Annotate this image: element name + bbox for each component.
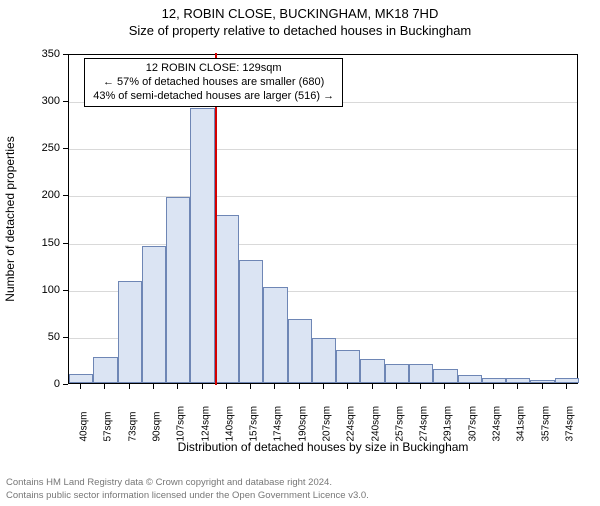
annotation-line: 12 ROBIN CLOSE: 129sqm <box>93 62 334 76</box>
y-tick-label: 200 <box>30 189 60 201</box>
x-tick-label: 374sqm <box>564 398 575 442</box>
grid-line <box>69 244 577 245</box>
x-tick-label: 40sqm <box>79 398 90 442</box>
y-tick-label: 100 <box>30 284 60 296</box>
x-tick-mark <box>80 384 81 389</box>
x-tick-label: 207sqm <box>322 398 333 442</box>
x-tick-label: 341sqm <box>516 398 527 442</box>
x-tick-label: 174sqm <box>273 398 284 442</box>
x-tick-mark <box>274 384 275 389</box>
histogram-bar <box>458 375 482 383</box>
x-tick-mark <box>566 384 567 389</box>
y-tick-mark <box>63 195 68 196</box>
y-tick-label: 350 <box>30 48 60 60</box>
x-tick-mark <box>396 384 397 389</box>
annotation-line: ← 57% of detached houses are smaller (68… <box>93 76 334 90</box>
annotation-box: 12 ROBIN CLOSE: 129sqm← 57% of detached … <box>84 58 343 107</box>
x-tick-mark <box>202 384 203 389</box>
histogram-bar <box>190 108 214 383</box>
histogram-bar <box>288 319 312 383</box>
x-tick-label: 124sqm <box>200 398 211 442</box>
histogram-bar <box>142 246 166 383</box>
histogram-bar <box>530 380 554 383</box>
x-tick-mark <box>226 384 227 389</box>
histogram-bar <box>482 378 506 383</box>
y-tick-mark <box>63 101 68 102</box>
x-tick-mark <box>347 384 348 389</box>
y-tick-label: 300 <box>30 95 60 107</box>
histogram-bar <box>409 364 433 383</box>
histogram-bar <box>336 350 360 383</box>
x-tick-label: 291sqm <box>443 398 454 442</box>
x-tick-label: 307sqm <box>467 398 478 442</box>
histogram-bar <box>360 359 384 383</box>
histogram-bar <box>263 287 287 383</box>
annotation-line: 43% of semi-detached houses are larger (… <box>93 90 334 104</box>
x-tick-label: 274sqm <box>419 398 430 442</box>
x-tick-mark <box>517 384 518 389</box>
x-tick-label: 157sqm <box>249 398 260 442</box>
x-tick-label: 57sqm <box>103 398 114 442</box>
histogram-bar <box>385 364 409 383</box>
x-tick-mark <box>372 384 373 389</box>
x-tick-label: 140sqm <box>224 398 235 442</box>
x-tick-label: 240sqm <box>370 398 381 442</box>
histogram-bar <box>312 338 336 383</box>
x-tick-mark <box>469 384 470 389</box>
y-tick-mark <box>63 337 68 338</box>
y-tick-mark <box>63 243 68 244</box>
histogram-bar <box>118 281 142 383</box>
y-tick-label: 50 <box>30 331 60 343</box>
grid-line <box>69 149 577 150</box>
histogram-bar <box>506 378 530 383</box>
x-tick-mark <box>493 384 494 389</box>
x-tick-mark <box>299 384 300 389</box>
x-tick-mark <box>153 384 154 389</box>
histogram-bar <box>433 369 457 383</box>
x-tick-mark <box>250 384 251 389</box>
footer-attribution: Contains HM Land Registry data © Crown c… <box>6 477 369 502</box>
histogram-bar <box>555 378 579 383</box>
x-tick-label: 107sqm <box>176 398 187 442</box>
x-tick-mark <box>542 384 543 389</box>
histogram-bar <box>239 260 263 383</box>
x-tick-mark <box>129 384 130 389</box>
y-tick-mark <box>63 290 68 291</box>
grid-line <box>69 196 577 197</box>
x-tick-mark <box>323 384 324 389</box>
page-subtitle: Size of property relative to detached ho… <box>0 23 600 38</box>
x-tick-mark <box>420 384 421 389</box>
histogram-bar <box>69 374 93 383</box>
histogram-bar <box>166 197 190 383</box>
x-tick-label: 190sqm <box>297 398 308 442</box>
x-tick-label: 257sqm <box>394 398 405 442</box>
y-tick-mark <box>63 384 68 385</box>
y-tick-mark <box>63 54 68 55</box>
y-axis-label: Number of detached properties <box>3 136 17 301</box>
x-tick-mark <box>444 384 445 389</box>
x-tick-label: 90sqm <box>152 398 163 442</box>
footer-line-1: Contains HM Land Registry data © Crown c… <box>6 477 369 489</box>
x-tick-mark <box>177 384 178 389</box>
x-tick-label: 224sqm <box>346 398 357 442</box>
x-tick-label: 324sqm <box>492 398 503 442</box>
x-tick-label: 357sqm <box>540 398 551 442</box>
y-tick-label: 0 <box>30 378 60 390</box>
histogram-bar <box>93 357 117 383</box>
y-tick-label: 250 <box>30 142 60 154</box>
y-tick-mark <box>63 148 68 149</box>
y-tick-label: 150 <box>30 237 60 249</box>
footer-line-2: Contains public sector information licen… <box>6 490 369 502</box>
histogram-bar <box>215 215 239 383</box>
x-axis-label: Distribution of detached houses by size … <box>68 440 578 454</box>
page-title: 12, ROBIN CLOSE, BUCKINGHAM, MK18 7HD <box>0 6 600 21</box>
x-tick-label: 73sqm <box>127 398 138 442</box>
x-tick-mark <box>104 384 105 389</box>
